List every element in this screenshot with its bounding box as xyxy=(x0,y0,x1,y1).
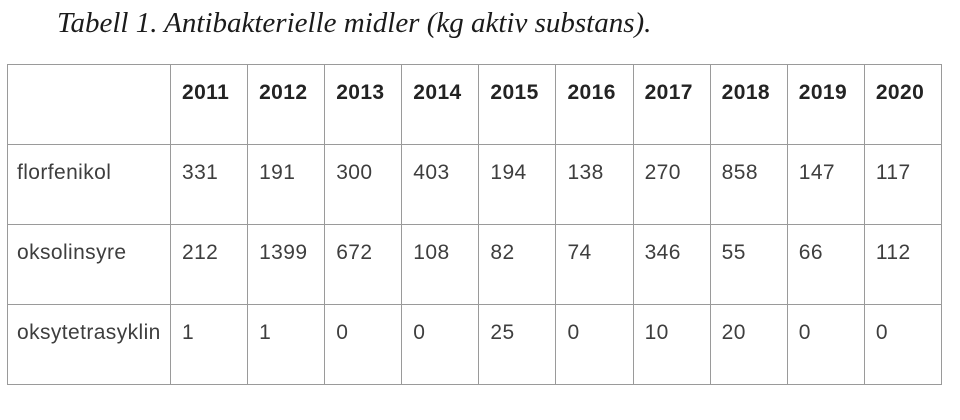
cell-oksytetrasyklin-2018: 20 xyxy=(709,304,788,385)
cell-oksytetrasyklin-2013: 0 xyxy=(324,304,403,385)
row-label-oksytetrasyklin: oksytetrasyklin xyxy=(7,304,171,385)
cell-oksolinsyre-2012: 1399 xyxy=(247,224,326,305)
cell-oksolinsyre-2019: 66 xyxy=(786,224,865,305)
cell-oksolinsyre-2017: 346 xyxy=(632,224,711,305)
header-cell-2014: 2014 xyxy=(401,64,480,145)
cell-florfenikol-2012: 191 xyxy=(247,144,326,225)
cell-oksolinsyre-2016: 74 xyxy=(555,224,634,305)
table-row-florfenikol: florfenikol 331 191 300 403 194 138 270 … xyxy=(7,144,943,225)
cell-oksolinsyre-2011: 212 xyxy=(169,224,249,305)
header-cell-2019: 2019 xyxy=(786,64,865,145)
header-cell-2018: 2018 xyxy=(709,64,788,145)
cell-florfenikol-2020: 117 xyxy=(863,144,943,225)
cell-oksytetrasyklin-2012: 1 xyxy=(247,304,326,385)
cell-florfenikol-2011: 331 xyxy=(169,144,249,225)
cell-oksytetrasyklin-2011: 1 xyxy=(169,304,249,385)
header-cell-2015: 2015 xyxy=(478,64,557,145)
row-label-oksolinsyre: oksolinsyre xyxy=(7,224,171,305)
table-row-oksolinsyre: oksolinsyre 212 1399 672 108 82 74 346 5… xyxy=(7,224,943,305)
cell-oksolinsyre-2020: 112 xyxy=(863,224,943,305)
header-cell-empty xyxy=(7,64,171,145)
cell-oksolinsyre-2014: 108 xyxy=(401,224,480,305)
cell-oksytetrasyklin-2015: 25 xyxy=(478,304,557,385)
header-cell-2013: 2013 xyxy=(324,64,403,145)
cell-florfenikol-2017: 270 xyxy=(632,144,711,225)
cell-florfenikol-2019: 147 xyxy=(786,144,865,225)
header-cell-2012: 2012 xyxy=(247,64,326,145)
cell-florfenikol-2014: 403 xyxy=(401,144,480,225)
cell-florfenikol-2015: 194 xyxy=(478,144,557,225)
header-cell-2016: 2016 xyxy=(555,64,634,145)
header-cell-2020: 2020 xyxy=(863,64,943,145)
table-caption: Tabell 1. Antibakterielle midler (kg akt… xyxy=(57,7,652,39)
header-cell-2017: 2017 xyxy=(632,64,711,145)
cell-florfenikol-2018: 858 xyxy=(709,144,788,225)
table-row-oksytetrasyklin: oksytetrasyklin 1 1 0 0 25 0 10 20 0 0 xyxy=(7,304,943,385)
cell-oksytetrasyklin-2016: 0 xyxy=(555,304,634,385)
antibacterials-table: 2011 2012 2013 2014 2015 2016 2017 2018 … xyxy=(7,64,943,385)
cell-oksolinsyre-2018: 55 xyxy=(709,224,788,305)
cell-florfenikol-2016: 138 xyxy=(555,144,634,225)
row-label-florfenikol: florfenikol xyxy=(7,144,171,225)
cell-oksytetrasyklin-2019: 0 xyxy=(786,304,865,385)
header-cell-2011: 2011 xyxy=(169,64,249,145)
cell-oksolinsyre-2015: 82 xyxy=(478,224,557,305)
cell-florfenikol-2013: 300 xyxy=(324,144,403,225)
cell-oksytetrasyklin-2014: 0 xyxy=(401,304,480,385)
header-row: 2011 2012 2013 2014 2015 2016 2017 2018 … xyxy=(7,64,943,145)
cell-oksytetrasyklin-2020: 0 xyxy=(863,304,943,385)
cell-oksolinsyre-2013: 672 xyxy=(324,224,403,305)
cell-oksytetrasyklin-2017: 10 xyxy=(632,304,711,385)
